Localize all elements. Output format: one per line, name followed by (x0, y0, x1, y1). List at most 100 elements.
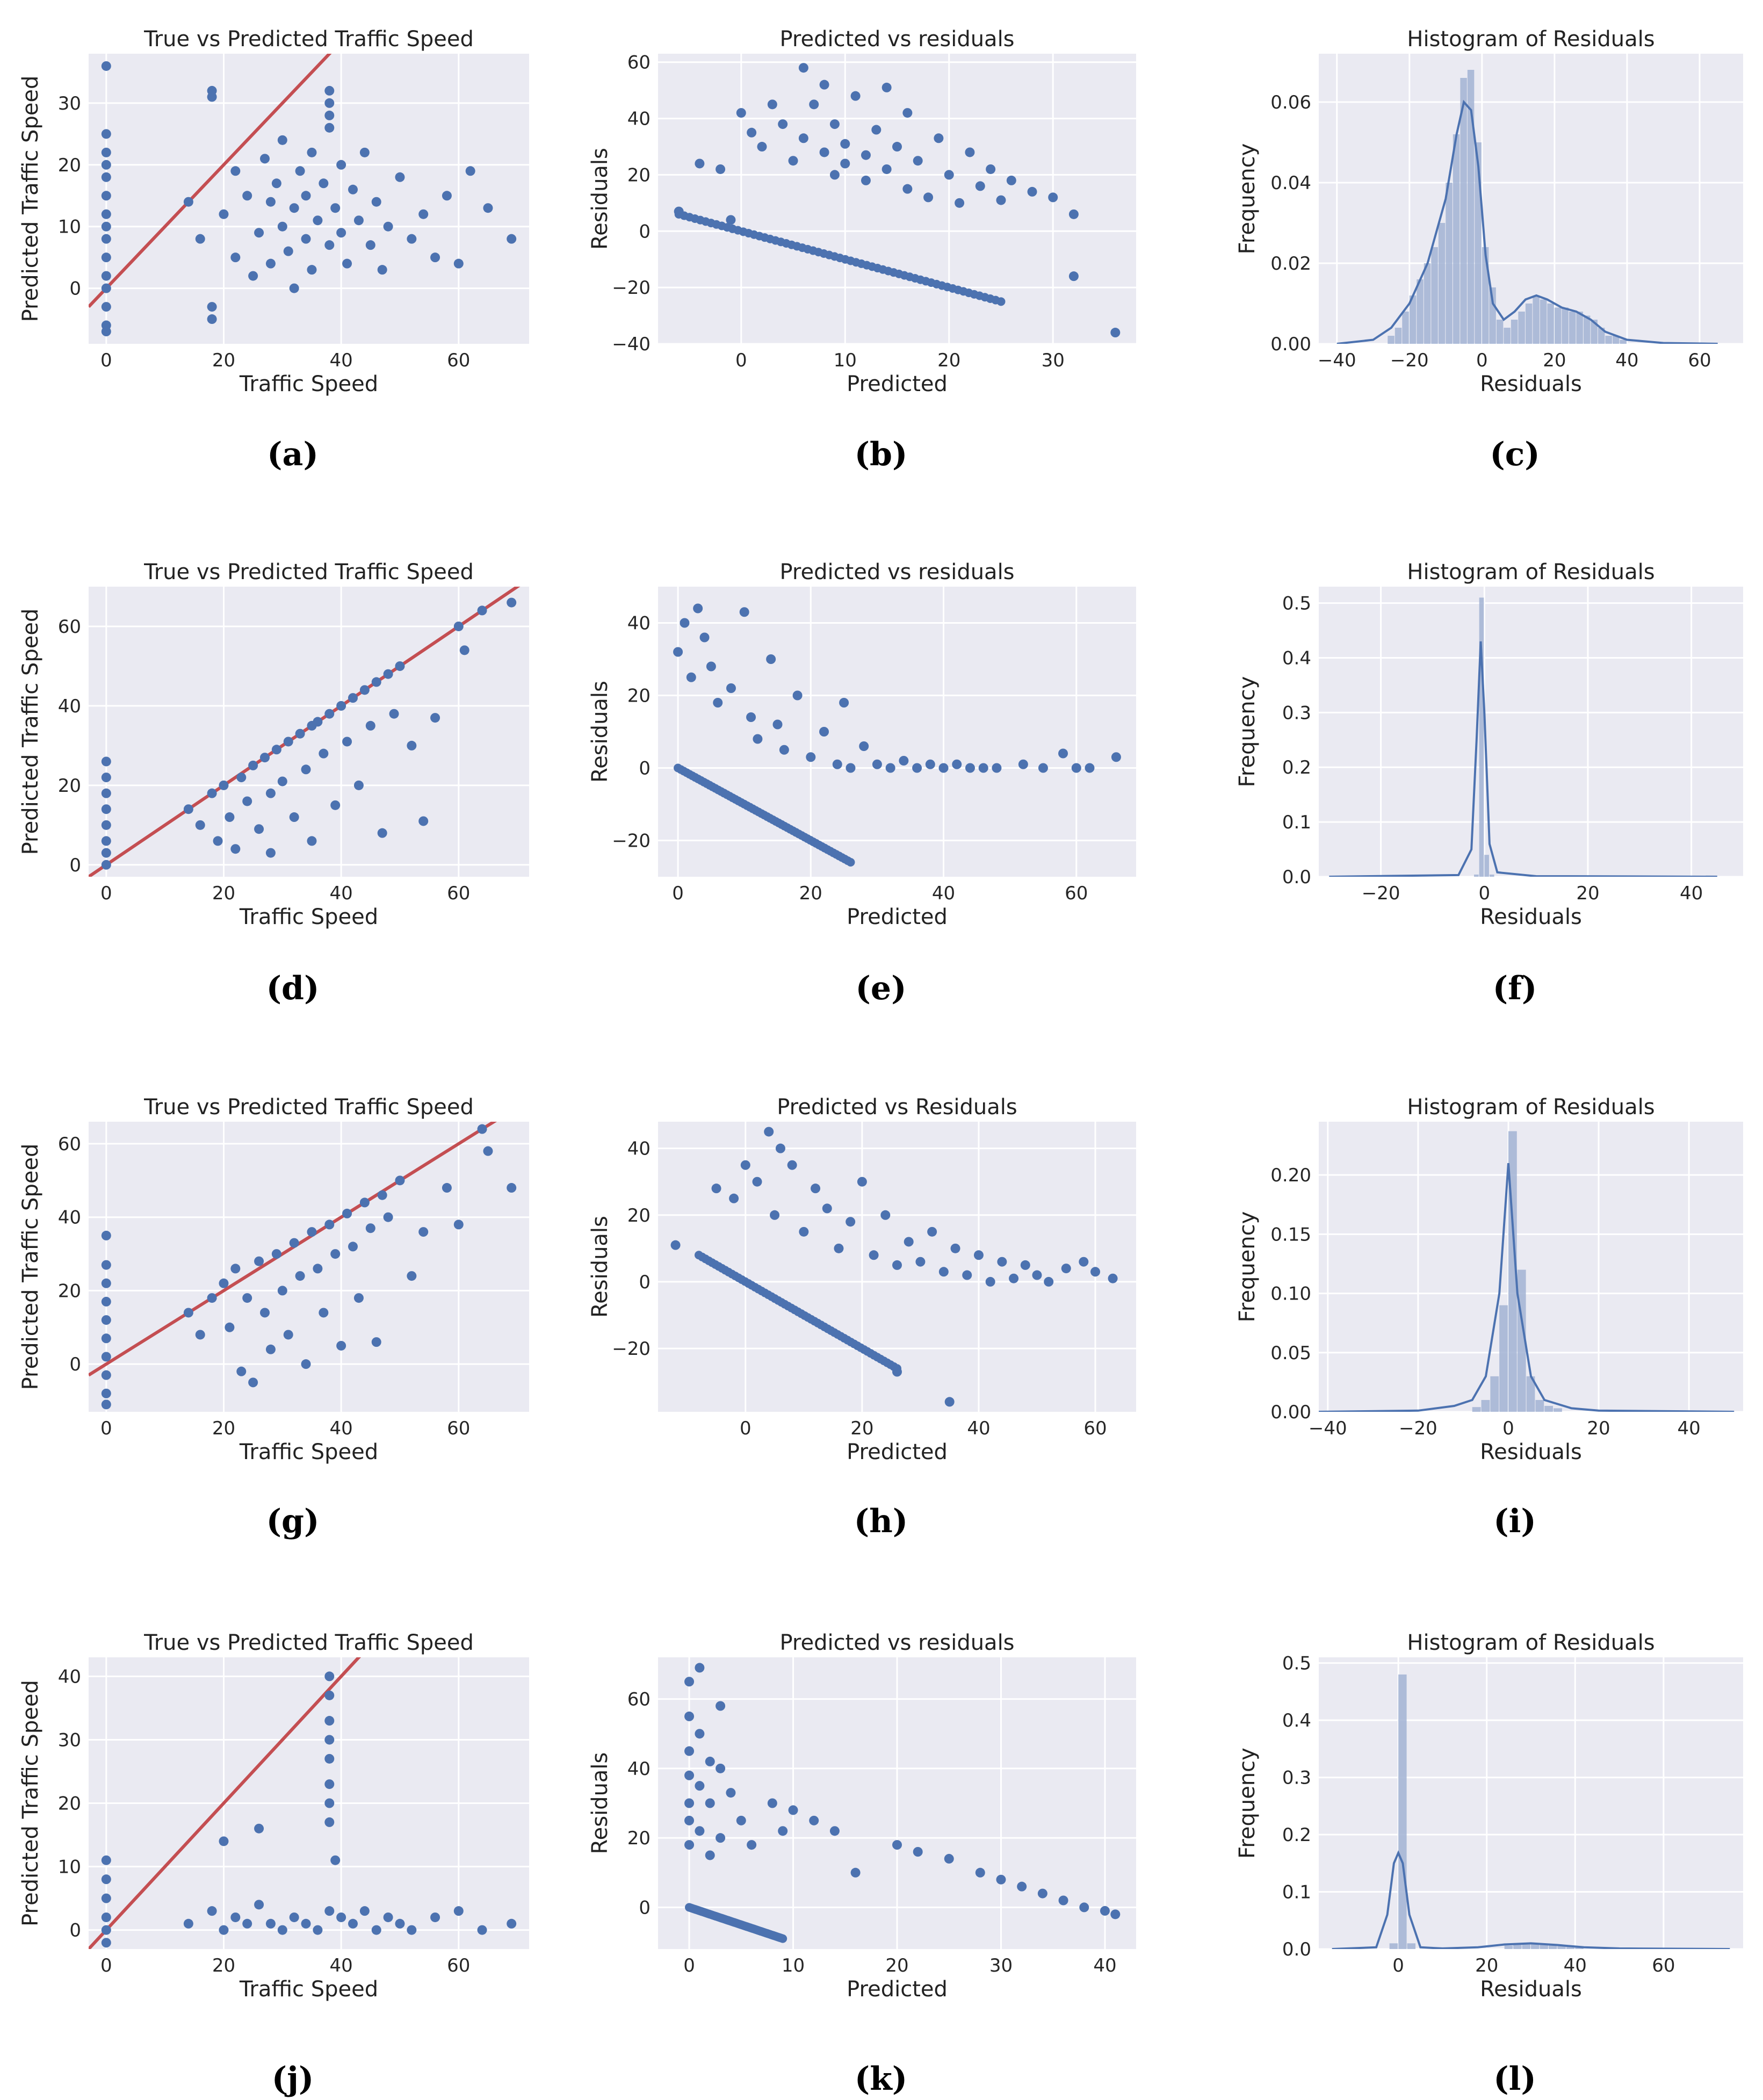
data-point (1090, 1267, 1101, 1277)
data-point (230, 1264, 241, 1274)
data-point (183, 1918, 193, 1929)
data-point (1006, 175, 1016, 185)
data-point (792, 690, 803, 701)
histogram-bar (1484, 855, 1489, 877)
data-point (695, 1781, 705, 1791)
data-point (1079, 1257, 1089, 1267)
data-point (236, 1366, 247, 1376)
x-tick-label: 20 (212, 1418, 235, 1439)
data-point (342, 1208, 352, 1218)
histogram-bar (1482, 247, 1489, 344)
data-point (295, 728, 305, 739)
chart-panel-e: 0 20 40 60 −20 0 20 40 Predicted vs residuals Pre… (588, 560, 1136, 1007)
data-point (686, 672, 696, 682)
data-point (840, 158, 850, 169)
data-point (779, 745, 789, 755)
data-point (101, 860, 111, 870)
data-point (342, 258, 352, 269)
plot-marks (684, 1663, 1121, 1943)
data-point (892, 1840, 902, 1850)
chart-title: True vs Predicted Traffic Speed (143, 1095, 474, 1120)
data-point (992, 763, 1002, 773)
data-point (219, 1278, 229, 1288)
panel-caption: (j) (272, 2060, 314, 2098)
data-point (885, 763, 895, 773)
data-point (271, 745, 281, 755)
data-point (902, 108, 913, 118)
data-point (861, 150, 871, 160)
data-point (788, 156, 798, 166)
data-point (507, 1183, 517, 1193)
x-axis-label: Residuals (1480, 905, 1582, 929)
data-point (219, 1836, 229, 1846)
data-point (477, 1124, 487, 1134)
data-point (277, 135, 287, 145)
histogram-bar (1548, 1945, 1557, 1949)
histogram-bar (1398, 1674, 1407, 1949)
data-point (767, 1798, 777, 1808)
y-tick-label: 0 (639, 758, 651, 780)
data-point (242, 1918, 252, 1929)
y-tick-label: 0.2 (1282, 757, 1311, 778)
data-point (101, 160, 111, 170)
x-tick-label: 30 (1042, 350, 1065, 371)
data-point (283, 246, 293, 256)
histogram-bar (1496, 320, 1504, 344)
data-point (407, 1925, 417, 1935)
histogram-bar (1489, 287, 1496, 344)
data-point (101, 820, 111, 830)
data-point (101, 234, 111, 244)
data-point (101, 1278, 111, 1288)
data-point (899, 756, 909, 766)
y-tick-label: 20 (627, 685, 651, 707)
y-tick-label: 0.10 (1270, 1283, 1311, 1305)
data-point (740, 1160, 750, 1170)
data-point (705, 1850, 715, 1860)
data-point (846, 1217, 856, 1227)
x-tick-label: 0 (100, 1955, 112, 1976)
data-point (101, 1893, 111, 1903)
y-tick-label: 0.4 (1282, 647, 1311, 669)
data-point (965, 763, 975, 773)
data-point (938, 763, 949, 773)
data-point (225, 1322, 235, 1332)
data-point (295, 166, 305, 176)
data-point (371, 1337, 381, 1347)
data-point (195, 1330, 205, 1340)
data-point (829, 1826, 840, 1836)
data-point (265, 848, 276, 858)
data-point (695, 158, 705, 169)
histogram-bar (1402, 312, 1409, 344)
data-point (101, 1399, 111, 1410)
data-point (772, 719, 783, 730)
data-point (407, 1271, 417, 1281)
x-tick-label: 60 (1083, 1418, 1107, 1439)
y-axis-label: Residuals (588, 148, 612, 250)
y-tick-label: −40 (612, 334, 651, 355)
y-tick-label: 0 (639, 1272, 651, 1293)
data-point (207, 92, 217, 102)
histogram-bar (1569, 312, 1576, 344)
data-point (395, 172, 405, 182)
data-point (207, 314, 217, 324)
data-point (1068, 209, 1079, 219)
data-point (230, 1912, 241, 1922)
y-tick-label: 0.5 (1282, 1653, 1311, 1675)
y-tick-label: 40 (58, 1207, 81, 1229)
data-point (736, 108, 746, 118)
x-tick-label: 10 (834, 350, 857, 371)
data-point (307, 265, 317, 275)
histogram-bar (1526, 1376, 1535, 1412)
data-point (383, 1912, 393, 1922)
data-point (453, 1219, 464, 1230)
data-point (377, 828, 387, 838)
x-tick-label: −40 (1309, 1418, 1347, 1439)
plot-background (658, 587, 1136, 877)
data-point (301, 1359, 311, 1369)
x-tick-label: 0 (1478, 883, 1490, 904)
chart-title: Histogram of Residuals (1407, 1095, 1654, 1120)
histogram-bar (1557, 1946, 1566, 1949)
data-point (307, 836, 317, 846)
data-point (407, 740, 417, 750)
reference-line (89, 1122, 497, 1377)
